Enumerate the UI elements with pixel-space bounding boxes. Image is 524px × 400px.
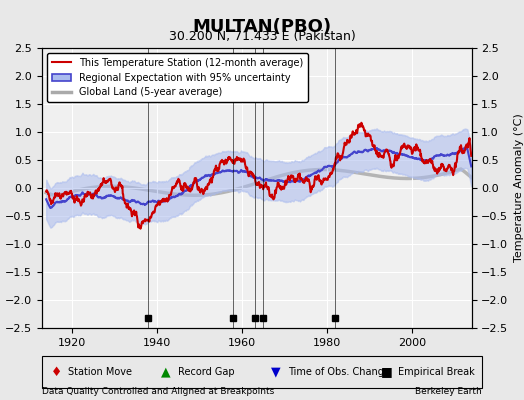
- Text: Empirical Break: Empirical Break: [398, 367, 475, 377]
- Text: Record Gap: Record Gap: [178, 367, 235, 377]
- Text: ▲: ▲: [161, 366, 170, 378]
- Text: ▼: ▼: [271, 366, 280, 378]
- Text: MULTAN(PBO): MULTAN(PBO): [192, 18, 332, 36]
- Y-axis label: Temperature Anomaly (°C): Temperature Anomaly (°C): [514, 114, 524, 262]
- Text: Time of Obs. Change: Time of Obs. Change: [288, 367, 390, 377]
- Text: ■: ■: [381, 366, 392, 378]
- Text: Data Quality Controlled and Aligned at Breakpoints: Data Quality Controlled and Aligned at B…: [42, 387, 274, 396]
- Text: 30.200 N, 71.433 E (Pakistan): 30.200 N, 71.433 E (Pakistan): [169, 30, 355, 43]
- Text: Station Move: Station Move: [68, 367, 133, 377]
- Text: ♦: ♦: [51, 366, 62, 378]
- Legend: This Temperature Station (12-month average), Regional Expectation with 95% uncer: This Temperature Station (12-month avera…: [47, 53, 308, 102]
- Text: Berkeley Earth: Berkeley Earth: [416, 387, 482, 396]
